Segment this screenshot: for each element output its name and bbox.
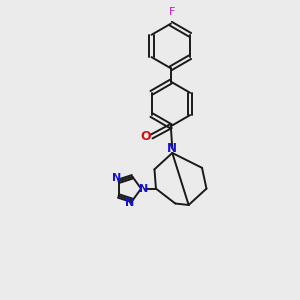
Text: N: N xyxy=(112,173,122,183)
Text: N: N xyxy=(167,142,177,155)
Text: F: F xyxy=(169,7,176,17)
Text: N: N xyxy=(140,184,149,194)
Text: N: N xyxy=(125,199,134,208)
Text: O: O xyxy=(141,130,152,143)
